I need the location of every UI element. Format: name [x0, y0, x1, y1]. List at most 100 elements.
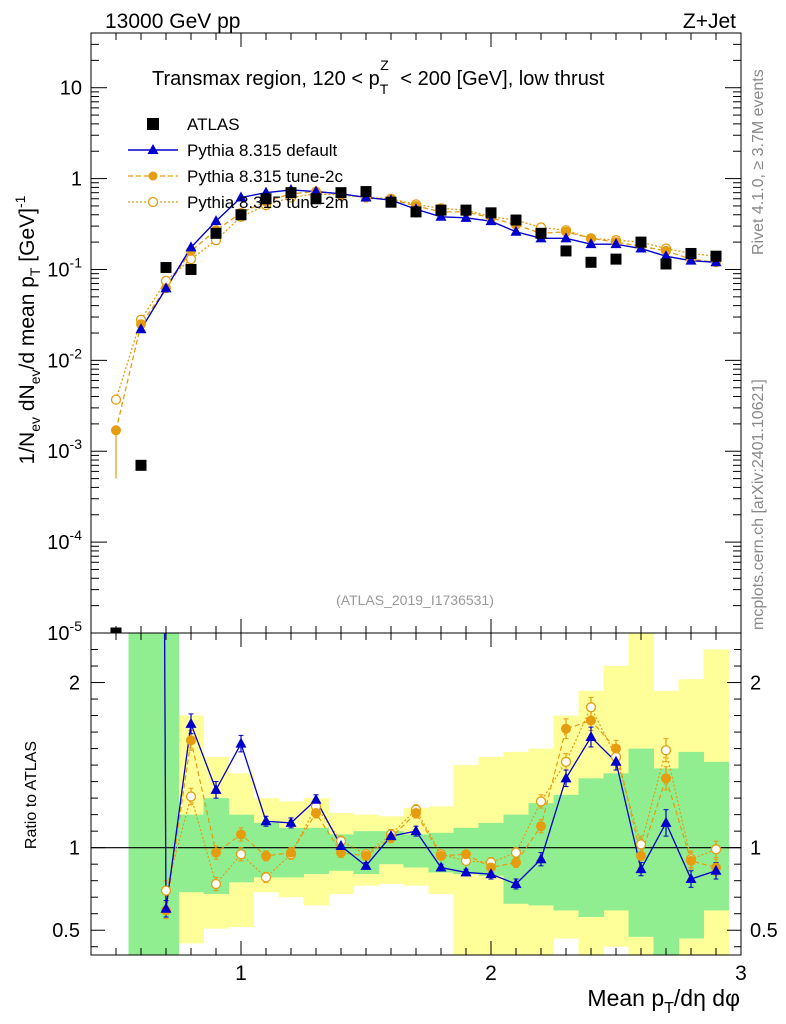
ratio-point-tune-2m	[660, 745, 672, 756]
point-atlas	[435, 204, 447, 216]
point-default	[510, 225, 522, 236]
ratio-point-tune-2c	[561, 723, 571, 734]
green-band-bin	[303, 827, 329, 875]
point-atlas	[235, 209, 247, 221]
point-default	[185, 241, 197, 252]
y-tick-label-main: 10	[60, 78, 82, 100]
ratio-point-tune-2c	[411, 807, 421, 818]
y-axis-label-ratio: Ratio to ATLAS	[23, 741, 40, 849]
y-tick-label-ratio-right: 2	[750, 673, 761, 695]
ratio-point-default	[485, 868, 497, 879]
ratio-point-default	[160, 902, 172, 913]
ratio-point-default	[560, 772, 572, 783]
ratio-point-default	[260, 815, 272, 826]
point-atlas	[560, 245, 572, 257]
legend-label: ATLAS	[187, 115, 240, 134]
ratio-point-tune-2m	[585, 702, 597, 713]
main-plot-series	[110, 183, 722, 633]
title-part-1: Transmax region, 120 < p	[152, 68, 380, 90]
y-tick-label-main: 10-4	[47, 527, 82, 554]
x-tick-label: 2	[485, 962, 497, 985]
ratio-point-tune-2m	[160, 885, 172, 896]
y-tick-label-main: 1	[71, 169, 82, 191]
ratio-point-tune-2m	[560, 756, 572, 767]
green-band-bin	[603, 773, 629, 911]
ratio-point-default	[210, 783, 222, 794]
y-axis-label-main: 1/Nev dNev/d mean pT [GeV]-1	[12, 195, 43, 464]
green-band-bin	[553, 794, 579, 911]
point-default	[135, 323, 147, 334]
legend-label: Pythia 8.315 default	[187, 141, 338, 160]
y-tick-label-ratio: 1	[69, 838, 80, 860]
svg-text:1/Nev dNev/d mean pT [GeV]-1: 1/Nev dNev/d mean pT [GeV]-1	[12, 195, 43, 464]
ratio-line-default	[163, 633, 717, 909]
ratio-point-tune-2c	[186, 735, 196, 746]
ratio-point-tune-2m	[210, 878, 222, 890]
y-tick-label-main: 10-3	[47, 436, 82, 463]
point-default	[660, 250, 672, 261]
point-tune-2m	[185, 253, 197, 265]
green-band-bin	[678, 751, 704, 939]
mcplots-label: mcplots.cern.ch [arXiv:2401.10621]	[750, 379, 767, 630]
y-tick-label-ratio-right: 0.5	[750, 920, 778, 942]
ratio-point-tune-2m	[510, 847, 522, 858]
axes-ticks: 1 2 3 10 1 10-1 10-2 10-3 10-4 10-5 0.5 0.5 1 1 2 2	[47, 32, 778, 985]
ratio-point-default	[585, 731, 597, 742]
plot-title: Transmax region, 120 < pTZ < 200 [GeV], …	[152, 57, 605, 97]
title-sub-T: T	[380, 81, 389, 97]
point-default	[560, 232, 572, 243]
ratio-point-default	[460, 866, 472, 877]
ratio-point-tune-2c	[511, 857, 521, 868]
ratio-point-default	[535, 853, 547, 864]
ratio-point-tune-2c	[211, 847, 221, 858]
ratio-point-tune-2c	[286, 847, 296, 858]
ratio-point-default	[410, 825, 422, 836]
point-atlas	[410, 206, 422, 218]
ratio-point-tune-2c	[686, 855, 696, 866]
point-atlas	[610, 253, 622, 265]
title-sup-Z: Z	[380, 57, 389, 73]
ratio-plot-series	[160, 633, 722, 920]
x-tick-label: 1	[235, 962, 247, 985]
ratio-point-default	[610, 755, 622, 766]
rivet-version-label: Rivet 4.1.0, ≥ 3.7M events	[750, 69, 767, 255]
ratio-point-tune-2c	[461, 849, 471, 860]
point-atlas	[110, 627, 122, 633]
ratio-point-tune-2m	[185, 791, 197, 802]
point-default	[585, 238, 597, 249]
point-atlas	[585, 256, 597, 268]
point-default	[210, 215, 222, 226]
point-atlas	[160, 262, 172, 274]
green-band-bin	[403, 834, 429, 868]
point-atlas	[210, 227, 222, 239]
point-atlas	[685, 247, 697, 259]
point-atlas	[135, 459, 147, 471]
legend-marker-default	[147, 144, 159, 154]
point-atlas	[335, 187, 347, 199]
ratio-point-tune-2m	[535, 796, 547, 807]
green-band-bin	[178, 814, 204, 893]
ratio-point-tune-2c	[611, 743, 621, 754]
header-energy-label: 13000 GeV pp	[105, 10, 240, 33]
ratio-point-default	[660, 816, 672, 827]
legend-marker-atlas	[147, 118, 159, 130]
point-default	[160, 282, 172, 293]
ratio-point-default	[335, 840, 347, 851]
point-atlas	[385, 196, 397, 208]
point-default	[235, 191, 247, 202]
ratio-point-default	[185, 717, 197, 728]
point-default	[485, 215, 497, 226]
legend: ATLAS Pythia 8.315 default Pythia 8.315 tu…	[128, 115, 349, 212]
point-default	[610, 238, 622, 249]
legend-label: Pythia 8.315 tune-2c	[187, 167, 343, 186]
line-tune-2m	[115, 193, 717, 400]
ratio-point-tune-2m	[260, 872, 272, 883]
green-band-bin	[128, 633, 154, 955]
analysis-id-label: (ATLAS_2019_I1736531)	[336, 592, 494, 608]
ratio-point-default	[360, 859, 372, 870]
ratio-point-default	[435, 861, 447, 872]
point-atlas	[360, 186, 372, 198]
point-default	[460, 211, 472, 222]
point-atlas	[485, 207, 497, 219]
